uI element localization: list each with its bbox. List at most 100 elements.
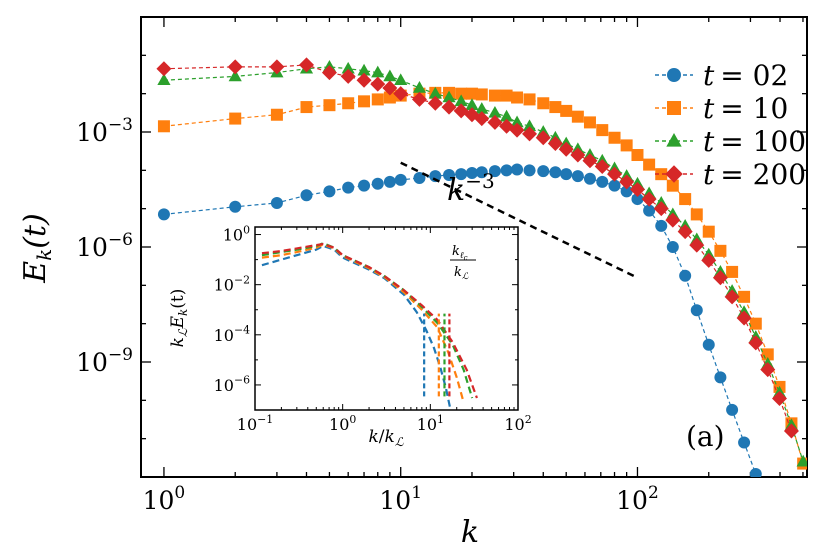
series-1-point [500,89,513,102]
series-1-point [300,101,313,114]
inset-cutoff-lines [423,313,451,397]
series-0-point [413,171,426,184]
series-0-point [358,179,371,192]
series-3-point [748,335,764,351]
series-2-point [157,73,171,86]
series-3-point [535,130,551,146]
series-3-point [701,252,717,268]
series-3-point [298,57,314,73]
inset-y-tick-label: 10−4 [214,324,250,345]
series-2-point [522,119,537,132]
series-0-point [583,172,596,185]
slope-annotation: k−3 [447,169,495,208]
series-0-point [157,208,170,221]
series-0-point [679,269,692,282]
series-1-point [549,101,562,114]
series-3-point [570,147,586,163]
series-1-point [749,317,762,330]
series-0-point [500,164,513,177]
series-1-point [229,112,242,125]
inset-x-tick-label: 101 [417,413,444,434]
series-1-point [342,97,355,110]
x-axis-label: k [461,515,479,550]
series-1-point [726,265,739,278]
series-2-point [475,102,489,114]
series-3-point [665,212,681,228]
inset-y-tick-label: 100 [223,223,250,244]
series-0-point [394,173,407,186]
series-3-point [382,80,398,96]
svg-text:kℒ: kℒ [454,265,469,282]
series-0-point [549,166,562,179]
y-tick-label: 10−6 [76,230,133,262]
series-1-point [655,168,668,181]
series-0-point [371,177,384,190]
series-3-point [227,59,243,75]
series-2-point [394,73,408,86]
series-0-point [620,185,633,198]
series-0-point [749,467,762,477]
series-1-point [358,95,371,108]
series-1-point [702,225,715,238]
series-1-point [488,89,501,102]
inset-plot-frame [254,226,519,411]
series-0-point [523,164,536,177]
svg-text:kℓc: kℓc [452,244,468,262]
series-3-point [340,68,356,84]
series-2-point [442,90,456,103]
series-2-point [383,69,397,82]
series-3-point [321,65,337,81]
series-2-point [228,69,242,82]
series-0-point [666,241,679,253]
series-2-point [371,65,385,78]
y-tick-label: 10−3 [76,115,133,147]
series-0-point [323,185,336,198]
series-0-point [560,168,573,181]
series-1-point [596,124,609,137]
series-0-point [443,168,456,181]
series-0-point [596,175,609,188]
series-0-point [455,168,468,181]
series-0-point [342,181,355,194]
series-2-point [796,454,807,467]
series-0-point [726,403,739,416]
inset-series-line-3 [261,242,478,399]
series-1-point [560,104,573,117]
x-tick-label: 101 [379,483,422,515]
series-3-point [156,61,172,77]
series-0-point [229,200,242,213]
series-0-point [383,175,396,188]
legend-entry-1: t = 10 [655,92,788,125]
inset-x-tick-label: 10−1 [237,413,273,434]
series-0-point [738,436,751,449]
x-tick-label: 102 [616,483,659,515]
series-3-point [641,191,657,207]
series-1-point [631,149,644,162]
series-line-0 [163,168,757,475]
series-1-point [511,91,524,104]
series-3-point [653,201,669,217]
svg-text:kℒEk(t): kℒEk(t) [168,289,190,348]
legend-marker-1 [667,101,681,115]
series-3-point [558,141,574,157]
legend-label-2: t = 100 [703,125,806,158]
series-3-point [547,136,563,152]
series-1-point [643,158,656,171]
x-tick-label: 100 [143,483,186,515]
series-0-point [511,163,524,176]
series-3-point [522,126,538,142]
series-3-point [783,423,799,439]
legend-label-1: t = 10 [703,92,788,125]
series-3-point [736,310,752,326]
series-1-point [666,179,679,192]
inset-y-axis-label: kℒEk(t) [168,289,190,348]
series-2-point [412,81,427,93]
series-0-point [655,219,668,232]
series-1-point [620,139,633,152]
series-0-point [571,170,584,183]
series-3-point [772,390,788,406]
series-0-point [631,193,644,206]
series-3-point [724,289,740,305]
series-0-point [475,166,488,179]
